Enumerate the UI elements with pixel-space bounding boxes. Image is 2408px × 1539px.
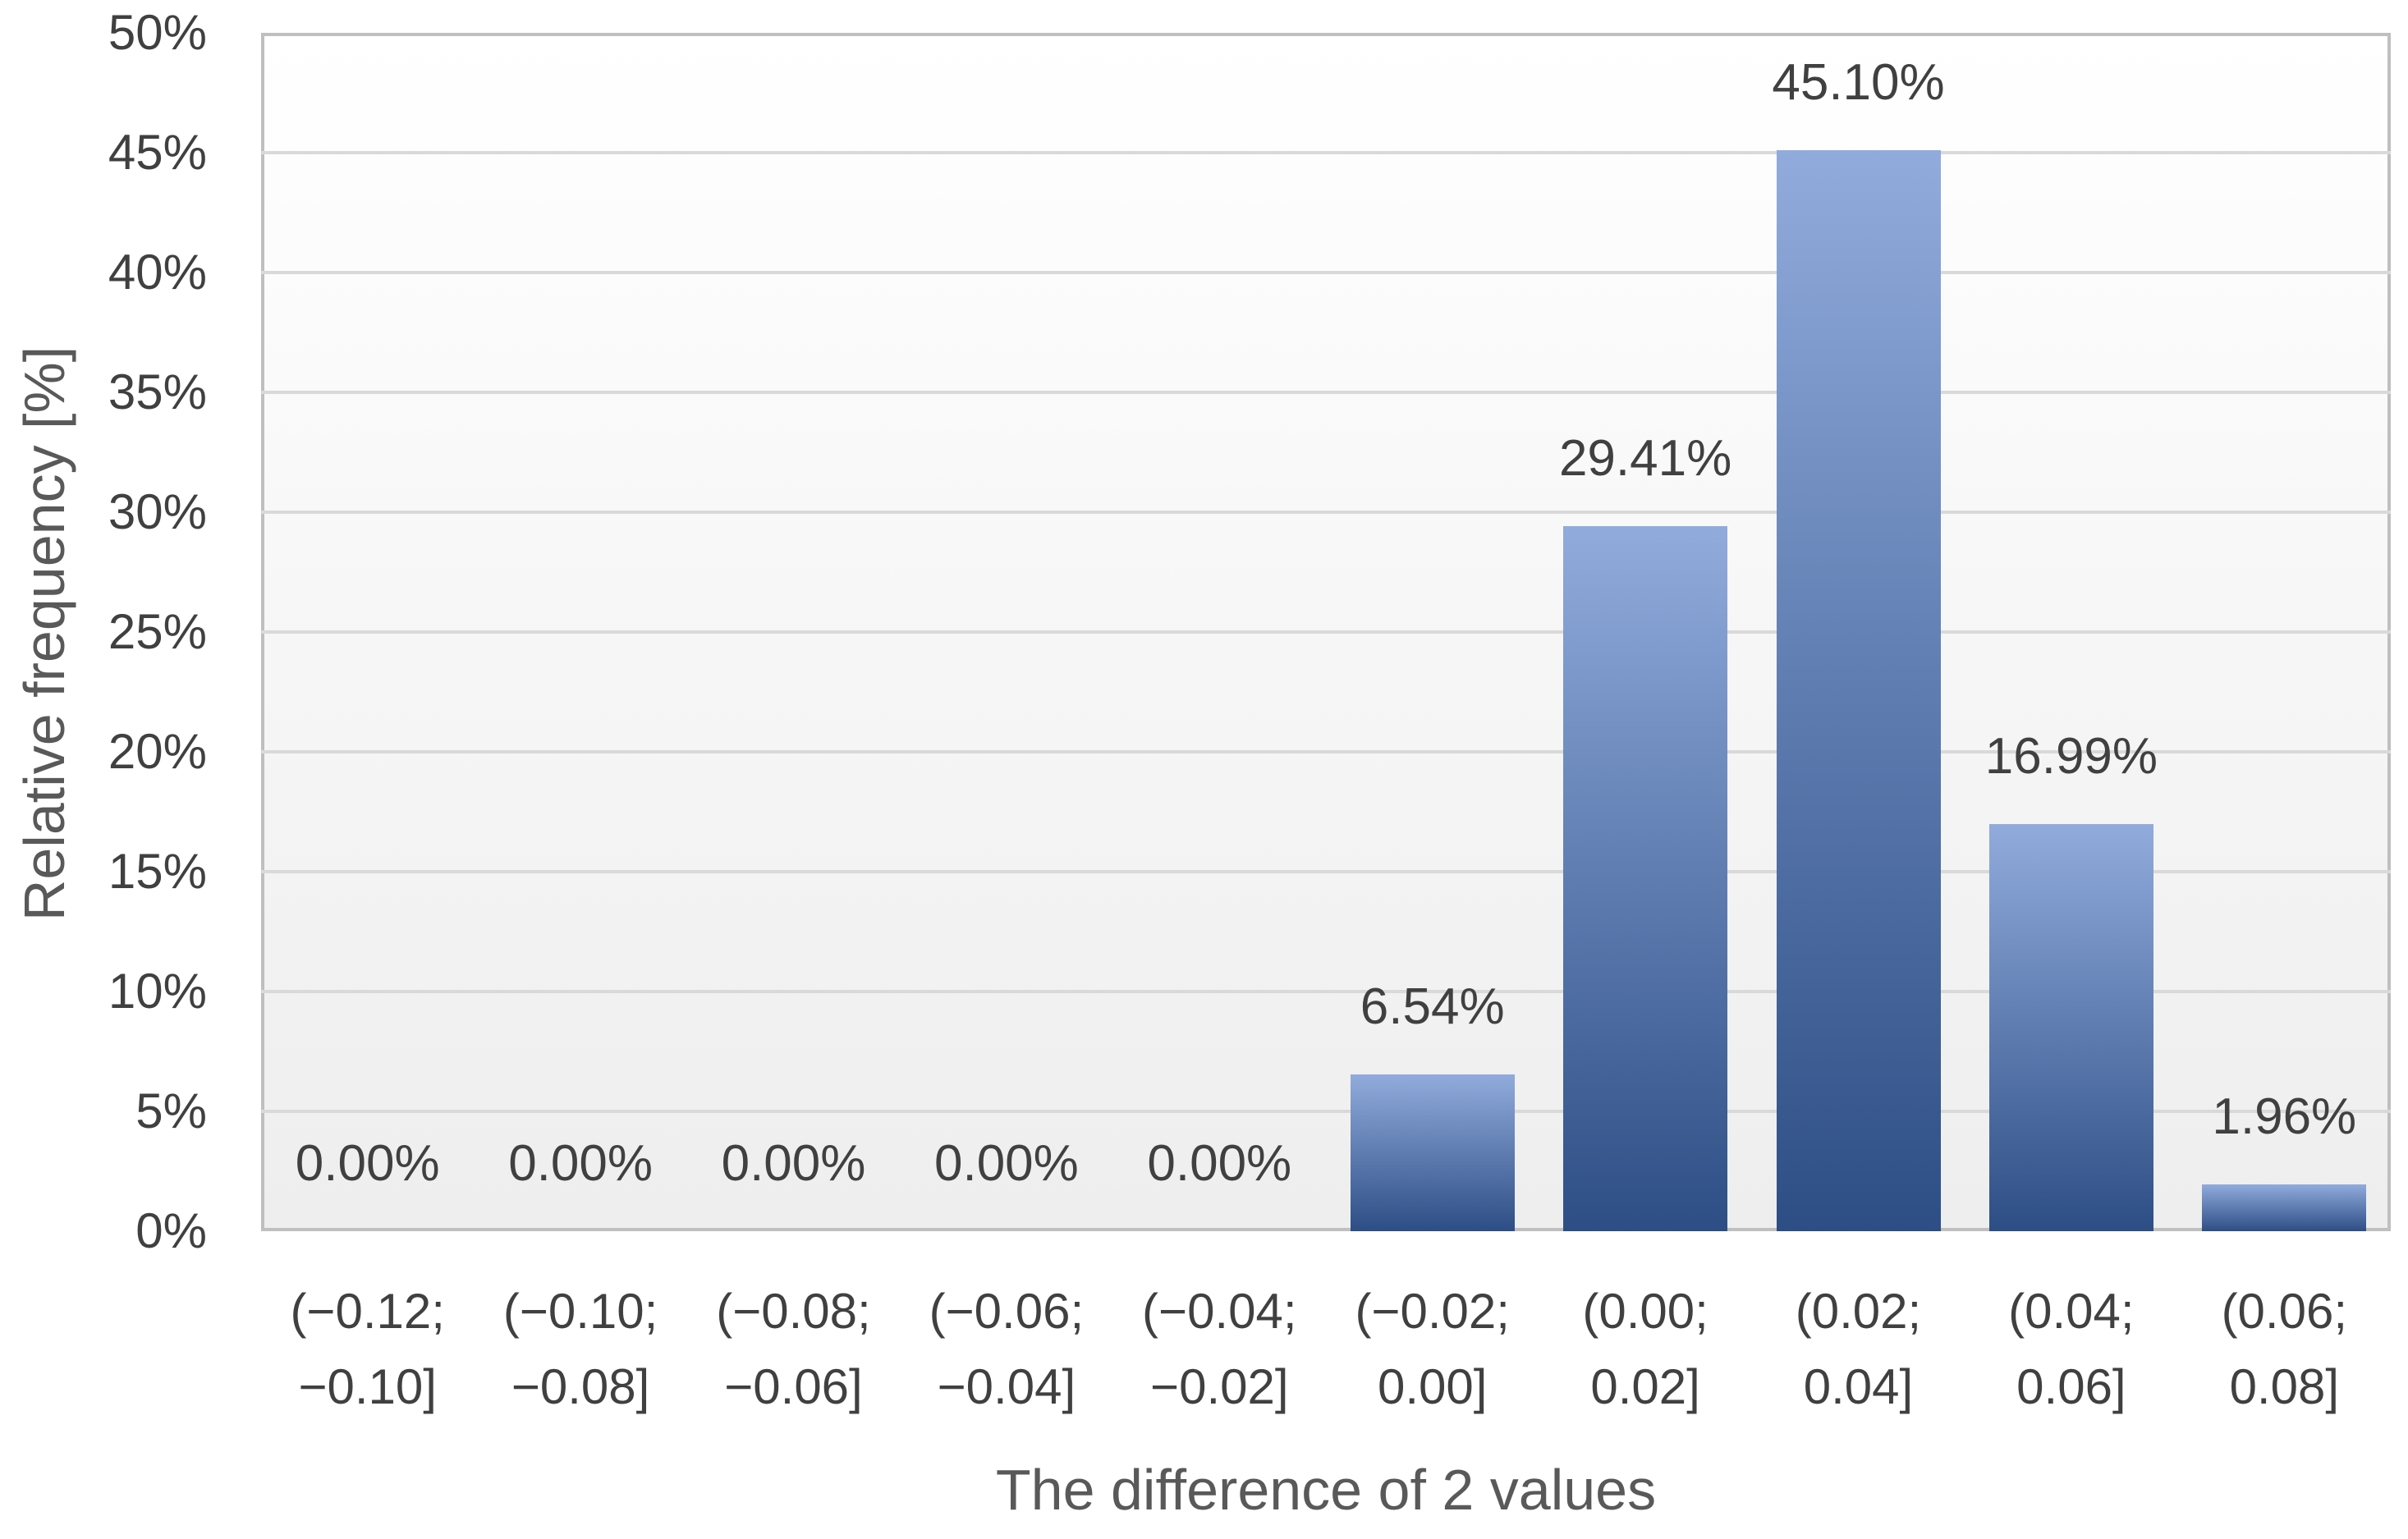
x-category-label-line1: (0.02; bbox=[1795, 1284, 1922, 1339]
bar-value-label-6: 6.54% bbox=[1360, 978, 1505, 1036]
x-category-label-line2: 0.00] bbox=[1377, 1359, 1488, 1414]
gridline-35% bbox=[261, 391, 2391, 394]
bar-category-10 bbox=[2202, 1184, 2367, 1231]
x-category-label-line1: (−0.08; bbox=[716, 1284, 871, 1339]
x-category-label-line1: (−0.06; bbox=[929, 1284, 1085, 1339]
x-category-label-line1: (−0.04; bbox=[1142, 1284, 1297, 1339]
x-category-label-line2: 0.08] bbox=[2229, 1359, 2340, 1414]
bar-value-label-9: 16.99% bbox=[1984, 727, 2158, 785]
bar-value-label-2: 0.00% bbox=[508, 1135, 653, 1192]
x-category-label-line1: (0.00; bbox=[1582, 1284, 1709, 1339]
bar-category-8 bbox=[1776, 150, 1941, 1231]
bar-value-label-1: 0.00% bbox=[295, 1135, 440, 1192]
y-tick-label-40%: 40% bbox=[108, 245, 207, 300]
bar-category-7 bbox=[1563, 526, 1728, 1231]
gridline-30% bbox=[261, 511, 2391, 514]
x-category-label-line1: (−0.02; bbox=[1355, 1284, 1510, 1339]
x-category-label-2: (−0.10; −0.08] bbox=[474, 1274, 686, 1425]
gridline-45% bbox=[261, 151, 2391, 154]
gridline-25% bbox=[261, 630, 2391, 634]
x-category-label-line2: 0.06] bbox=[2016, 1359, 2126, 1414]
y-tick-label-10%: 10% bbox=[108, 964, 207, 1019]
gridline-10% bbox=[261, 990, 2391, 993]
bar-value-label-10: 1.96% bbox=[2212, 1088, 2357, 1145]
bar-category-6 bbox=[1350, 1074, 1515, 1231]
bar-value-label-8: 45.10% bbox=[1772, 54, 1945, 112]
bar-value-label-5: 0.00% bbox=[1147, 1135, 1292, 1192]
x-category-label-line2: −0.08] bbox=[511, 1359, 650, 1414]
x-category-label-line2: 0.04] bbox=[1803, 1359, 1914, 1414]
x-category-label-6: (−0.02; 0.00] bbox=[1326, 1274, 1539, 1425]
bar-value-label-7: 29.41% bbox=[1558, 430, 1732, 488]
x-axis-title: The difference of 2 values bbox=[995, 1458, 1657, 1522]
y-tick-label-35%: 35% bbox=[108, 364, 207, 419]
x-category-label-line1: (0.06; bbox=[2221, 1284, 2347, 1339]
bar-value-label-3: 0.00% bbox=[721, 1135, 866, 1192]
x-category-label-5: (−0.04; −0.02] bbox=[1113, 1274, 1326, 1425]
y-tick-label-5%: 5% bbox=[135, 1083, 207, 1138]
x-category-label-9: (0.04; 0.06] bbox=[1965, 1274, 2177, 1425]
x-category-label-4: (−0.06; −0.04] bbox=[900, 1274, 1112, 1425]
y-tick-label-15%: 15% bbox=[108, 844, 207, 899]
x-category-label-7: (0.00; 0.02] bbox=[1539, 1274, 1751, 1425]
x-category-label-3: (−0.08; −0.06] bbox=[687, 1274, 900, 1425]
x-category-label-line2: −0.04] bbox=[937, 1359, 1076, 1414]
x-category-label-line2: −0.06] bbox=[724, 1359, 863, 1414]
gridline-5% bbox=[261, 1110, 2391, 1113]
x-category-label-10: (0.06; 0.08] bbox=[2178, 1274, 2391, 1425]
gridline-15% bbox=[261, 870, 2391, 873]
x-category-label-line2: −0.10] bbox=[298, 1359, 437, 1414]
bar-category-9 bbox=[1988, 823, 2153, 1231]
gridline-20% bbox=[261, 750, 2391, 753]
y-tick-label-20%: 20% bbox=[108, 724, 207, 779]
x-category-label-line1: (0.04; bbox=[2008, 1284, 2135, 1339]
y-tick-label-30%: 30% bbox=[108, 484, 207, 539]
x-category-label-1: (−0.12; −0.10] bbox=[261, 1274, 474, 1425]
y-tick-label-45%: 45% bbox=[108, 125, 207, 180]
y-tick-label-25%: 25% bbox=[108, 604, 207, 659]
gridline-40% bbox=[261, 271, 2391, 274]
x-category-label-line2: −0.02] bbox=[1150, 1359, 1289, 1414]
bar-value-label-4: 0.00% bbox=[933, 1135, 1079, 1192]
y-tick-label-50%: 50% bbox=[108, 5, 207, 60]
x-category-label-line2: 0.02] bbox=[1590, 1359, 1700, 1414]
x-category-label-8: (0.02; 0.04] bbox=[1752, 1274, 1965, 1425]
x-category-label-line1: (−0.12; bbox=[290, 1284, 445, 1339]
y-tick-label-0%: 0% bbox=[135, 1203, 207, 1258]
x-category-label-line1: (−0.10; bbox=[502, 1284, 658, 1339]
